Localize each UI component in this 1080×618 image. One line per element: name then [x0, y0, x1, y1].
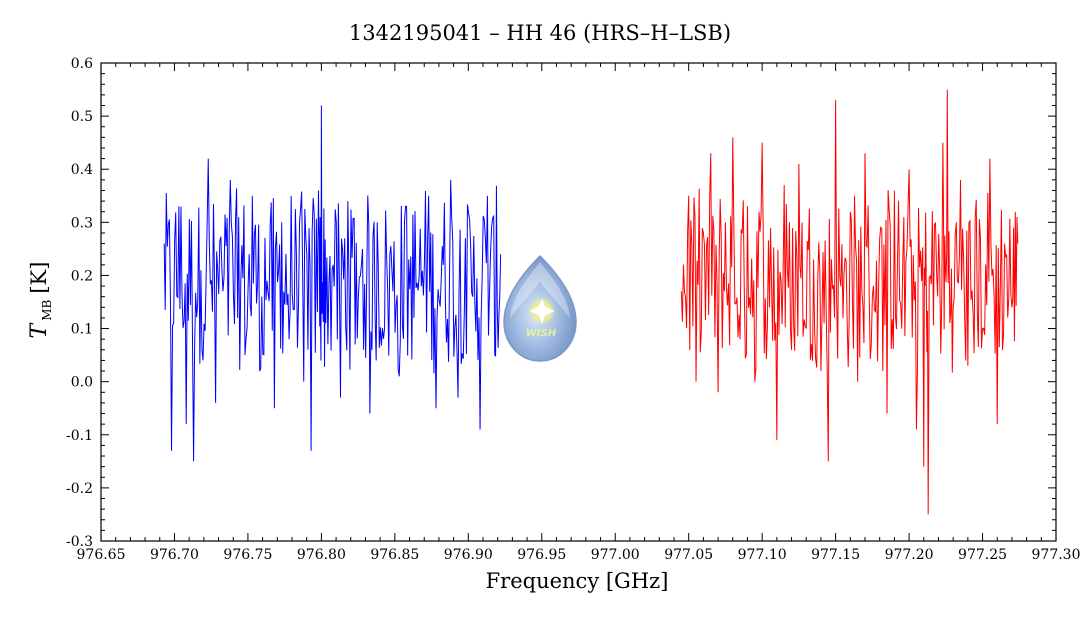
y-tick-label: 0.5: [71, 109, 93, 125]
y-axis-label: TMB[K]: [27, 262, 54, 339]
x-axis: 976.65 976.70 976.75 976.80 976.85 976.90 976.…: [77, 63, 1080, 563]
x-tick-label: 976.90: [444, 547, 493, 563]
y-tick-label: -0.1: [66, 428, 93, 444]
logo-label: WISH: [526, 328, 557, 339]
y-tick-label: 0.0: [71, 375, 93, 391]
x-tick-label: 977.00: [591, 547, 640, 563]
y-tick-label: -0.2: [66, 481, 93, 497]
x-tick-label: 976.75: [223, 547, 272, 563]
x-tick-label: 977.10: [738, 547, 787, 563]
y-tick-label: 0.2: [71, 268, 93, 284]
x-tick-label: 977.25: [958, 547, 1007, 563]
y-tick-label: 0.4: [71, 162, 93, 178]
svg-text:TMB[K]: TMB[K]: [27, 262, 54, 339]
x-axis-label: Frequency [GHz]: [486, 569, 669, 593]
x-tick-label: 976.70: [150, 547, 199, 563]
chart-title: 1342195041 – HH 46 (HRS–H–LSB): [349, 21, 731, 45]
y-tick-label: 0.3: [71, 215, 93, 231]
x-tick-label: 976.80: [297, 547, 346, 563]
y-axis: 0.6 0.5 0.4 0.3 0.2 0.1 0.0 -0.1 -0.2 -0.3: [66, 56, 1056, 550]
series-line-1: [680, 89, 1019, 515]
x-tick-label: 976.85: [370, 547, 419, 563]
series-layer: [163, 89, 1019, 515]
plot-frame: [100, 62, 1057, 542]
x-tick-label: 977.15: [811, 547, 860, 563]
x-tick-label: 976.65: [77, 547, 126, 563]
series-line-0: [163, 105, 502, 462]
y-tick-label: 0.1: [71, 322, 93, 338]
x-tick-label: 977.20: [885, 547, 934, 563]
y-tick-label: -0.3: [66, 534, 93, 550]
x-tick-label: 977.05: [664, 547, 713, 563]
x-tick-label: 977.30: [1032, 547, 1080, 563]
y-tick-label: 0.6: [71, 56, 93, 72]
x-tick-label: 976.95: [517, 547, 566, 563]
wish-logo: WISH: [503, 254, 577, 362]
